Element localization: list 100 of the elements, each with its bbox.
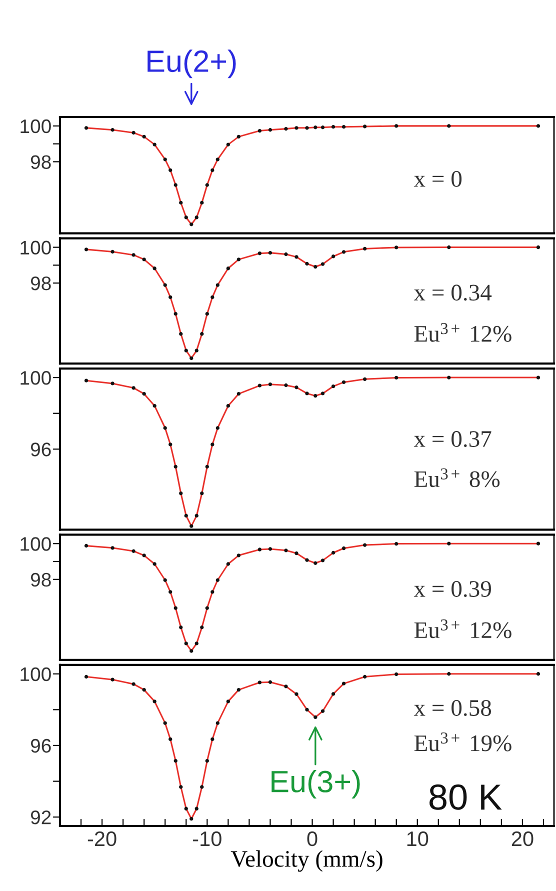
point bbox=[305, 558, 309, 562]
point bbox=[168, 590, 172, 594]
point bbox=[205, 606, 209, 610]
point bbox=[268, 250, 272, 255]
point bbox=[362, 124, 367, 128]
point bbox=[142, 688, 146, 692]
point bbox=[84, 544, 88, 548]
point bbox=[142, 392, 146, 396]
point bbox=[190, 524, 194, 528]
point bbox=[163, 721, 167, 725]
point bbox=[184, 216, 188, 220]
point bbox=[342, 125, 346, 129]
point bbox=[210, 590, 214, 594]
annotation: Eu$^{3+}$ 19% bbox=[414, 732, 512, 752]
point bbox=[362, 377, 367, 381]
x-tick-label: -10 bbox=[193, 831, 222, 846]
point bbox=[210, 168, 214, 172]
point bbox=[447, 245, 451, 250]
y-tick-label: 96 bbox=[30, 442, 51, 456]
point bbox=[305, 708, 309, 712]
point bbox=[132, 130, 136, 135]
point bbox=[200, 491, 204, 496]
point bbox=[152, 700, 156, 704]
point bbox=[447, 124, 451, 128]
point bbox=[320, 558, 325, 562]
point bbox=[305, 392, 309, 396]
point bbox=[294, 126, 298, 130]
y-tick-label: 100 bbox=[20, 537, 51, 551]
point bbox=[447, 376, 451, 380]
point bbox=[184, 642, 188, 646]
point bbox=[305, 126, 309, 130]
point bbox=[236, 134, 241, 139]
point bbox=[168, 737, 172, 742]
annotation: Eu$^{3+}$ 8% bbox=[414, 468, 500, 488]
point bbox=[216, 426, 220, 430]
point bbox=[200, 332, 204, 336]
x-tick-label: 10 bbox=[407, 831, 428, 846]
point bbox=[200, 626, 204, 630]
point bbox=[342, 682, 346, 686]
point bbox=[394, 672, 398, 676]
point bbox=[190, 356, 194, 360]
annotation: Eu(3+) bbox=[272, 770, 360, 798]
point bbox=[179, 626, 183, 630]
point bbox=[163, 578, 167, 582]
point bbox=[268, 547, 272, 551]
point bbox=[294, 386, 298, 390]
x-tick-label: 20 bbox=[512, 831, 534, 846]
point bbox=[268, 128, 272, 132]
point bbox=[331, 692, 336, 696]
point bbox=[152, 404, 156, 408]
annotation: Eu(2+) bbox=[148, 50, 236, 78]
point bbox=[362, 246, 367, 251]
annotation: Eu$^{3+}$ 12% bbox=[414, 619, 512, 638]
point bbox=[536, 542, 540, 546]
x-tick-label: 0 bbox=[307, 831, 318, 846]
point bbox=[142, 258, 146, 262]
point bbox=[190, 222, 194, 226]
point bbox=[362, 543, 367, 547]
point bbox=[194, 348, 198, 352]
point bbox=[168, 295, 172, 300]
point bbox=[331, 125, 336, 129]
point bbox=[236, 258, 241, 262]
point bbox=[447, 672, 451, 676]
point bbox=[294, 692, 298, 696]
point bbox=[200, 785, 204, 789]
point bbox=[294, 551, 298, 556]
point bbox=[174, 606, 178, 610]
point bbox=[205, 312, 209, 316]
annotation: x = 0.37 bbox=[414, 431, 492, 448]
point bbox=[294, 255, 298, 259]
y-tick-label: 98 bbox=[30, 155, 51, 169]
point bbox=[226, 142, 230, 146]
point bbox=[226, 266, 230, 270]
point bbox=[314, 715, 318, 720]
point bbox=[84, 378, 88, 382]
point bbox=[84, 126, 88, 130]
point bbox=[200, 200, 204, 205]
point bbox=[132, 682, 136, 686]
annotation: x = 0.58 bbox=[414, 700, 492, 716]
point bbox=[174, 183, 178, 187]
x-tick-label: -20 bbox=[88, 831, 116, 846]
point bbox=[258, 384, 262, 388]
point bbox=[163, 158, 167, 162]
point bbox=[284, 126, 288, 131]
point bbox=[84, 674, 88, 679]
point bbox=[314, 394, 318, 398]
point bbox=[536, 376, 540, 380]
y-tick-label: 98 bbox=[30, 572, 51, 587]
point bbox=[110, 546, 114, 550]
point bbox=[179, 332, 183, 336]
point bbox=[132, 253, 136, 257]
point bbox=[110, 250, 114, 254]
point bbox=[152, 266, 156, 270]
point bbox=[284, 383, 288, 388]
point bbox=[320, 392, 325, 396]
point bbox=[142, 554, 146, 558]
y-tick-label: 100 bbox=[20, 371, 51, 385]
point bbox=[226, 562, 230, 566]
y-tick-label: 100 bbox=[20, 667, 51, 682]
point bbox=[179, 785, 183, 789]
